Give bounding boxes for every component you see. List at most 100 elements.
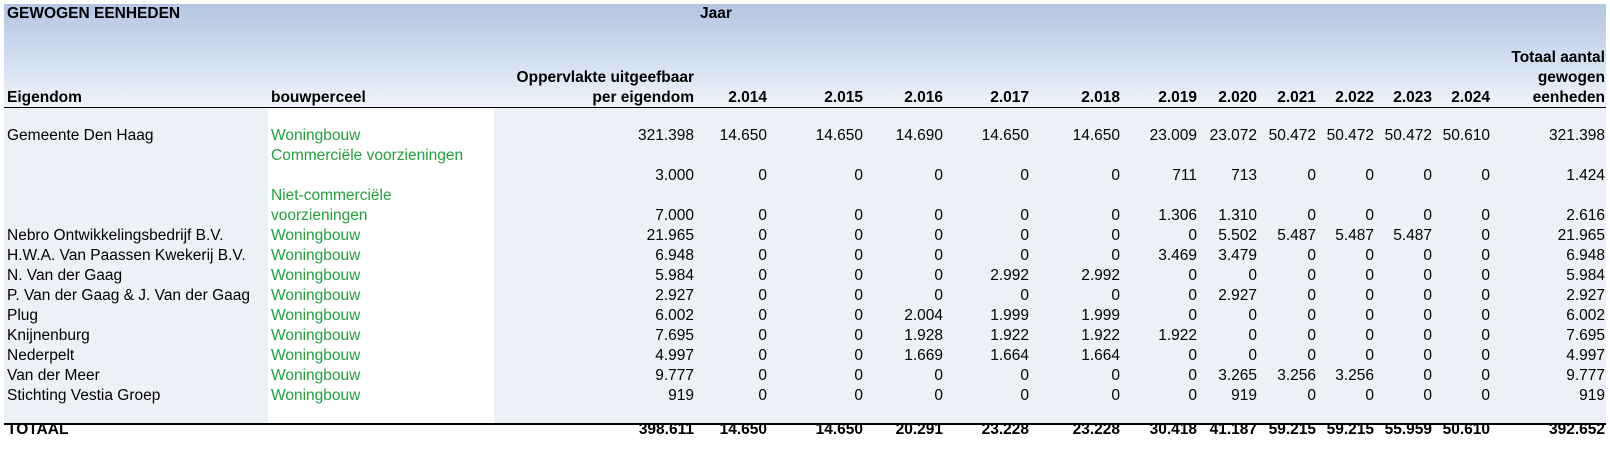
row-plot: Woningbouw bbox=[271, 347, 361, 364]
row-total: 7.695 bbox=[1566, 327, 1605, 344]
row-value-2.023: 0 bbox=[1423, 167, 1432, 184]
row-value-2.015: 0 bbox=[854, 327, 863, 344]
header-year-2.019: 2.019 bbox=[1158, 89, 1197, 106]
row-value-2.024: 0 bbox=[1481, 167, 1490, 184]
row-value-2.014: 0 bbox=[758, 367, 767, 384]
row-value-2.021: 0 bbox=[1307, 327, 1316, 344]
row-plot: Woningbouw bbox=[271, 327, 361, 344]
row-value-2.022: 3.256 bbox=[1335, 367, 1374, 384]
row-value-2.018: 0 bbox=[1111, 387, 1120, 404]
row-value-2.023: 0 bbox=[1423, 287, 1432, 304]
header-year-2.016: 2.016 bbox=[904, 89, 943, 106]
header-year-2.017: 2.017 bbox=[990, 89, 1029, 106]
row-value-2.022: 0 bbox=[1365, 207, 1374, 224]
total-separator-line bbox=[4, 423, 1606, 425]
row-value-2.020: 23.072 bbox=[1209, 127, 1257, 144]
row-value-2.023: 5.487 bbox=[1393, 227, 1432, 244]
row-value-2.018: 0 bbox=[1111, 167, 1120, 184]
row-value-2.023: 0 bbox=[1423, 327, 1432, 344]
row-value-2.023: 0 bbox=[1423, 207, 1432, 224]
row-value-2.016: 2.004 bbox=[904, 307, 943, 324]
row-plot: Woningbouw bbox=[271, 227, 361, 244]
row-area: 6.002 bbox=[655, 307, 694, 324]
total-value-2.021: 59.215 bbox=[1268, 421, 1316, 438]
row-total: 21.965 bbox=[1557, 227, 1605, 244]
row-value-2.017: 1.999 bbox=[990, 307, 1029, 324]
row-area: 3.000 bbox=[655, 167, 694, 184]
row-area: 5.984 bbox=[655, 267, 694, 284]
row-value-2.020: 2.927 bbox=[1218, 287, 1257, 304]
row-value-2.014: 0 bbox=[758, 387, 767, 404]
row-value-2.024: 0 bbox=[1481, 387, 1490, 404]
row-value-2.014: 0 bbox=[758, 267, 767, 284]
row-value-2.017: 2.992 bbox=[990, 267, 1029, 284]
header-year-2.024: 2.024 bbox=[1451, 89, 1490, 106]
row-value-2.022: 0 bbox=[1365, 267, 1374, 284]
row-value-2.024: 0 bbox=[1481, 327, 1490, 344]
row-value-2.018: 1.922 bbox=[1081, 327, 1120, 344]
row-value-2.021: 5.487 bbox=[1277, 227, 1316, 244]
total-value-2.023: 55.959 bbox=[1384, 421, 1432, 438]
row-value-2.019: 0 bbox=[1188, 267, 1197, 284]
row-value-2.017: 1.922 bbox=[990, 327, 1029, 344]
header-year-2.022: 2.022 bbox=[1335, 89, 1374, 106]
row-value-2.015: 0 bbox=[854, 307, 863, 324]
row-value-2.018: 2.992 bbox=[1081, 267, 1120, 284]
row-value-2.024: 0 bbox=[1481, 307, 1490, 324]
row-plot: Woningbouw bbox=[271, 387, 361, 404]
row-value-2.022: 0 bbox=[1365, 247, 1374, 264]
row-value-2.020: 1.310 bbox=[1218, 207, 1257, 224]
row-value-2.016: 0 bbox=[934, 367, 943, 384]
header-totaal-line2: gewogen bbox=[1537, 69, 1605, 86]
row-value-2.022: 0 bbox=[1365, 387, 1374, 404]
row-value-2.015: 0 bbox=[854, 167, 863, 184]
row-value-2.015: 0 bbox=[854, 247, 863, 264]
row-total: 6.948 bbox=[1566, 247, 1605, 264]
row-value-2.017: 0 bbox=[1020, 287, 1029, 304]
row-value-2.021: 50.472 bbox=[1268, 127, 1316, 144]
total-value-2.019: 30.418 bbox=[1149, 421, 1197, 438]
row-value-2.019: 0 bbox=[1188, 227, 1197, 244]
row-value-2.016: 0 bbox=[934, 387, 943, 404]
row-value-2.019: 23.009 bbox=[1149, 127, 1197, 144]
total-value-2.017: 23.228 bbox=[981, 421, 1029, 438]
total-value-2.015: 14.650 bbox=[815, 421, 863, 438]
sheet-title: GEWOGEN EENHEDEN bbox=[7, 5, 181, 22]
row-value-2.015: 0 bbox=[854, 267, 863, 284]
row-value-2.020: 3.479 bbox=[1218, 247, 1257, 264]
row-value-2.014: 0 bbox=[758, 227, 767, 244]
header-year-2.021: 2.021 bbox=[1277, 89, 1316, 106]
row-value-2.024: 0 bbox=[1481, 227, 1490, 244]
row-value-2.014: 0 bbox=[758, 307, 767, 324]
row-value-2.019: 0 bbox=[1188, 287, 1197, 304]
row-value-2.020: 919 bbox=[1231, 387, 1257, 404]
row-value-2.016: 0 bbox=[934, 207, 943, 224]
row-area: 21.965 bbox=[646, 227, 694, 244]
row-value-2.015: 0 bbox=[854, 207, 863, 224]
row-value-2.019: 0 bbox=[1188, 347, 1197, 364]
row-value-2.018: 1.664 bbox=[1081, 347, 1120, 364]
row-value-2.024: 50.610 bbox=[1442, 127, 1490, 144]
row-plot: Woningbouw bbox=[271, 307, 361, 324]
row-value-2.017: 0 bbox=[1020, 167, 1029, 184]
total-value-2.020: 41.187 bbox=[1209, 421, 1257, 438]
row-value-2.014: 0 bbox=[758, 247, 767, 264]
row-value-2.018: 0 bbox=[1111, 247, 1120, 264]
row-value-2.015: 0 bbox=[854, 387, 863, 404]
row-value-2.016: 0 bbox=[934, 167, 943, 184]
row-value-2.016: 1.928 bbox=[904, 327, 943, 344]
header-oppervlakte-line2: per eigendom bbox=[592, 89, 694, 106]
total-value-2.024: 50.610 bbox=[1442, 421, 1490, 438]
row-value-2.019: 1.306 bbox=[1158, 207, 1197, 224]
row-plot: Woningbouw bbox=[271, 247, 361, 264]
header-separator-line bbox=[4, 107, 1606, 108]
row-plot: Commerciële voorzieningen bbox=[271, 147, 464, 164]
row-value-2.021: 0 bbox=[1307, 167, 1316, 184]
row-total: 4.997 bbox=[1566, 347, 1605, 364]
row-value-2.017: 1.664 bbox=[990, 347, 1029, 364]
row-area: 7.695 bbox=[655, 327, 694, 344]
row-total: 6.002 bbox=[1566, 307, 1605, 324]
row-area: 7.000 bbox=[655, 207, 694, 224]
row-value-2.022: 0 bbox=[1365, 287, 1374, 304]
